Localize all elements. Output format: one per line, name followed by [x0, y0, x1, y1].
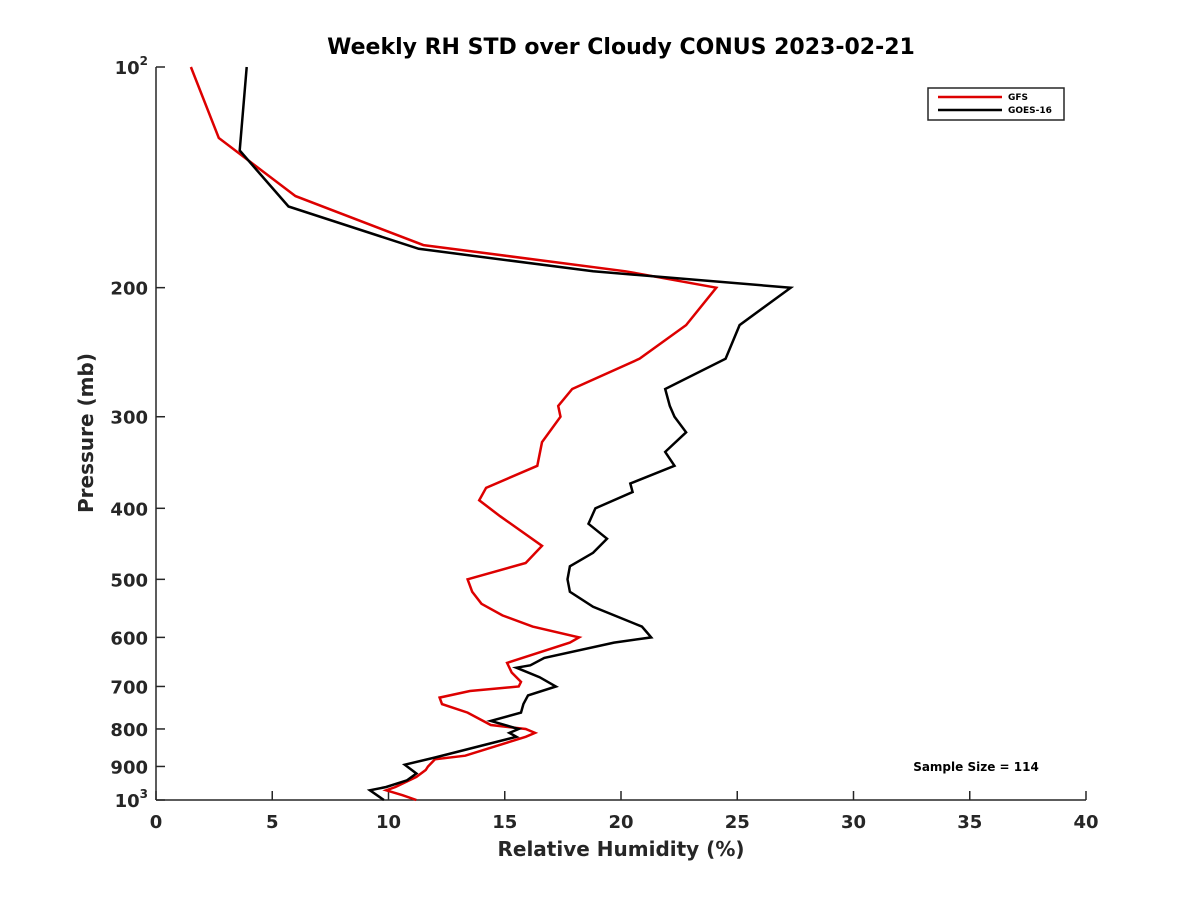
chart-title: Weekly RH STD over Cloudy CONUS 2023-02-…: [327, 35, 915, 60]
y-tick-label: 300: [110, 408, 148, 429]
x-tick-label: 15: [492, 812, 517, 833]
x-tick-label: 20: [608, 812, 633, 833]
legend-label-gfs: GFS: [1008, 93, 1028, 103]
x-tick-label: 0: [150, 812, 163, 833]
y-tick-label: 102: [115, 54, 148, 79]
series-line-goes16: [238, 66, 795, 802]
y-tick-label: 103: [115, 787, 148, 812]
y-tick-label: 800: [110, 720, 148, 741]
y-tick-label: 400: [110, 499, 148, 520]
x-tick-label: 5: [266, 812, 279, 833]
y-tick-label: 600: [110, 628, 148, 649]
series-line-gfs: [189, 66, 719, 802]
legend-box: [927, 87, 1065, 121]
y-tick-label: 900: [110, 757, 148, 778]
x-tick-label: 30: [841, 812, 866, 833]
plot-area: 0 5 10 15 20 25 30 35 40 102 200 300 400 500 600 700 80…: [110, 54, 1098, 833]
sample-size-annotation: Sample Size = 114: [913, 760, 1039, 774]
x-tick-label: 10: [376, 812, 401, 833]
x-tick-label: 40: [1073, 812, 1098, 833]
y-tick-label: 500: [110, 570, 148, 591]
y-axis-label: Pressure (mb): [74, 353, 98, 513]
x-axis-label: Relative Humidity (%): [497, 837, 744, 861]
x-ticks: 0 5 10 15 20 25 30 35 40: [150, 791, 1099, 833]
legend-label-goes16: GOES-16: [1008, 106, 1052, 116]
y-tick-label: 200: [110, 279, 148, 300]
x-tick-label: 25: [725, 812, 750, 833]
series-lines: [189, 66, 795, 802]
legend: GFS GOES-16: [927, 87, 1065, 121]
x-tick-label: 35: [957, 812, 982, 833]
y-ticks: 102 200 300 400 500 600 700 800 900 103: [110, 54, 165, 812]
y-tick-label: 700: [110, 677, 148, 698]
